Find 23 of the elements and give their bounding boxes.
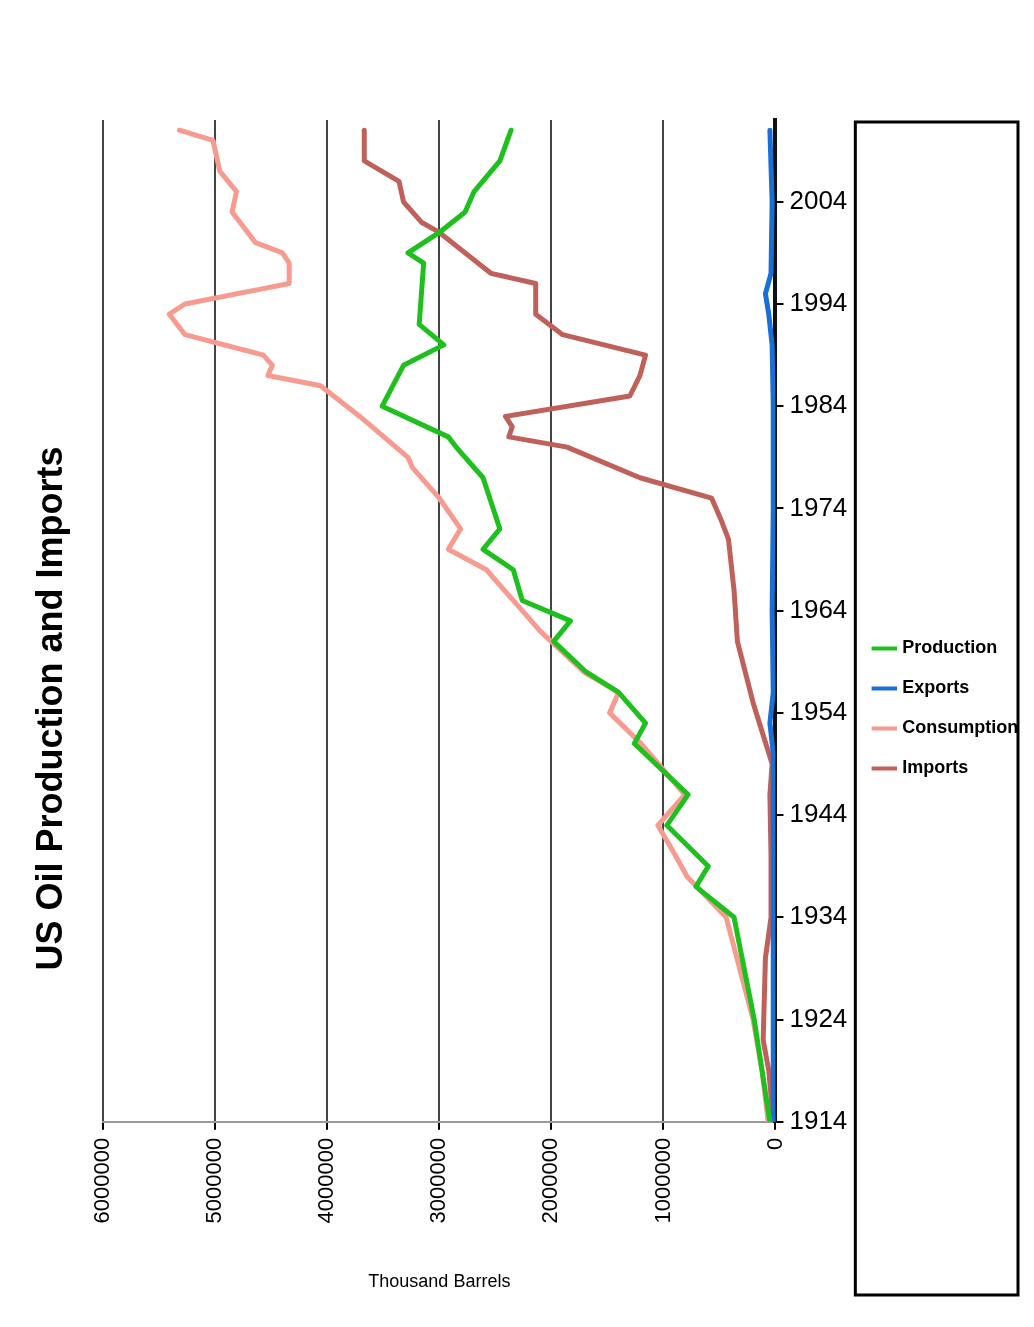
y-tick-label: 1934 [789, 900, 848, 931]
legend-label: Consumption [902, 717, 1019, 738]
x-tick-label: 1000000 [649, 1137, 675, 1224]
y-tick-label: 1914 [789, 1104, 848, 1135]
legend-label: Exports [902, 677, 970, 698]
y-tick-label: 1974 [789, 491, 848, 522]
y-tick-label: 1964 [789, 593, 848, 624]
y-tick-label: 1924 [789, 1002, 848, 1033]
text: US Oil Production and Imports [28, 446, 70, 971]
x-tick-label: 6000000 [89, 1137, 115, 1224]
y-tick-label: 1994 [789, 287, 848, 318]
legend-label: Imports [902, 757, 969, 778]
y-tick-label: 1944 [789, 798, 848, 829]
y-tick-label: 1954 [789, 696, 848, 727]
x-tick-label: 5000000 [201, 1137, 227, 1224]
y-tick-label: 2004 [789, 184, 848, 215]
x-tick-label: 4000000 [313, 1137, 339, 1224]
x-tick-label: 0 [761, 1137, 787, 1150]
legend-label: Production [902, 637, 998, 658]
y-tick-label: 1984 [789, 389, 848, 420]
x-tick-label: 2000000 [537, 1137, 563, 1224]
x-axis-title: Thousand Barrels [368, 1271, 511, 1292]
x-tick-label: 3000000 [425, 1137, 451, 1224]
